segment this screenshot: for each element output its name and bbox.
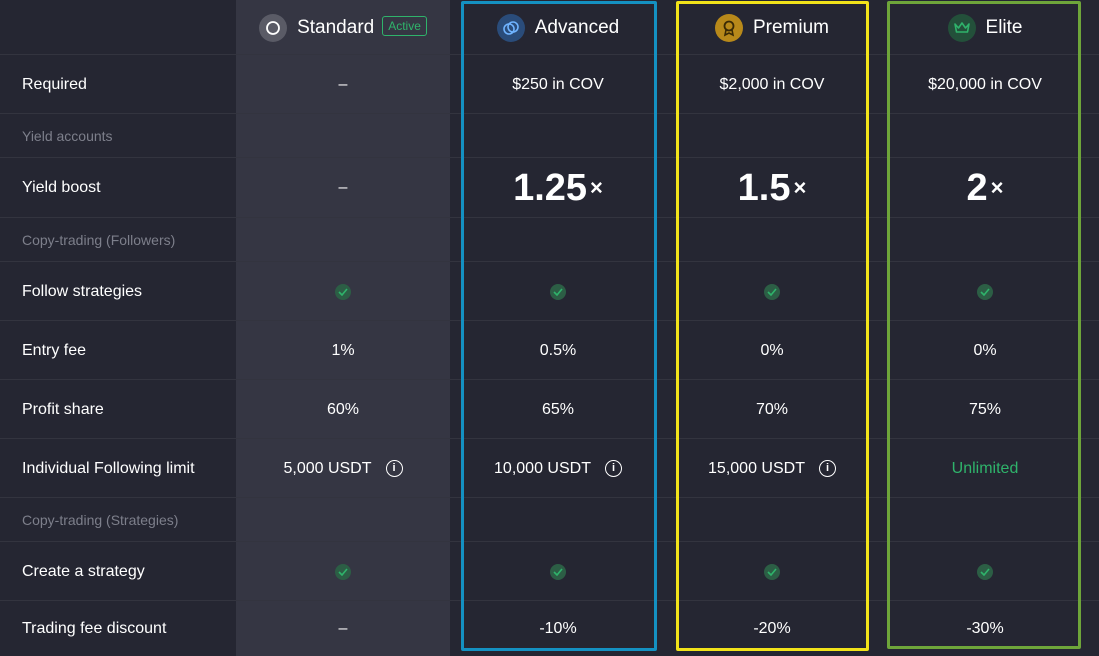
create-strategy-premium xyxy=(676,542,868,601)
row-following-limit: Individual Following limit 5,000 USDT i … xyxy=(0,439,1099,498)
info-icon[interactable]: i xyxy=(385,460,403,477)
required-premium: $2,000 in COV xyxy=(719,75,825,93)
medal-icon xyxy=(714,13,743,42)
required-advanced: $250 in COV xyxy=(512,75,604,93)
check-icon xyxy=(335,563,351,580)
info-icon[interactable]: i xyxy=(818,460,836,477)
entry-fee-elite: 0% xyxy=(973,341,997,359)
profit-share-standard: 60% xyxy=(326,400,360,418)
tier-name-advanced: Advanced xyxy=(534,16,620,38)
check-icon xyxy=(977,563,993,580)
create-strategy-advanced xyxy=(460,542,656,601)
follow-strategies-advanced xyxy=(460,262,656,321)
following-limit-standard: 5,000 USDT i xyxy=(236,439,450,498)
yield-boost-standard: – xyxy=(338,179,348,196)
row-yield-boost: Yield boost – 1.25 × 1.5 × 2 × xyxy=(0,158,1099,218)
row-follow-strategies: Follow strategies xyxy=(0,262,1099,321)
check-icon xyxy=(977,283,993,300)
trading-fee-discount-elite: -30% xyxy=(966,619,1004,637)
standard-column-background xyxy=(236,0,450,656)
row-trading-fee-discount: Trading fee discount – -10% -20% -30% xyxy=(0,601,1099,656)
follow-strategies-premium xyxy=(676,262,868,321)
circle-icon xyxy=(259,13,288,42)
profit-share-advanced: 65% xyxy=(541,400,575,418)
row-label-follow-strategies: Follow strategies xyxy=(22,282,143,300)
row-create-strategy: Create a strategy xyxy=(0,542,1099,601)
section-copy-trading-strategies: Copy-trading (Strategies) xyxy=(0,498,1099,542)
check-icon xyxy=(335,283,351,300)
row-label-entry-fee: Entry fee xyxy=(22,341,87,359)
create-strategy-elite xyxy=(887,542,1083,601)
section-label-followers: Copy-trading (Followers) xyxy=(22,232,176,248)
row-required: Required – $250 in COV $2,000 in COV $20… xyxy=(0,55,1099,114)
yield-boost-advanced: 1.25 × xyxy=(460,158,656,218)
linked-rings-icon xyxy=(496,13,525,42)
header-row: Standard Active Advanced Premium Elite xyxy=(0,0,1099,55)
following-limit-premium: 15,000 USDT i xyxy=(676,439,868,498)
yield-boost-premium: 1.5 × xyxy=(676,158,868,218)
row-label-trading-fee-discount: Trading fee discount xyxy=(22,619,167,637)
section-copy-trading-followers: Copy-trading (Followers) xyxy=(0,218,1099,262)
following-limit-advanced-value: 10,000 USDT xyxy=(494,459,591,477)
required-elite: $20,000 in COV xyxy=(928,75,1042,93)
following-limit-advanced: 10,000 USDT i xyxy=(460,439,656,498)
multiplier-suffix: × xyxy=(590,175,603,200)
row-label-following-limit: Individual Following limit xyxy=(22,459,195,477)
required-standard: – xyxy=(338,75,348,93)
multiplier-suffix: × xyxy=(990,175,1004,200)
yield-boost-elite: 2 × xyxy=(887,158,1083,218)
check-icon xyxy=(550,563,566,580)
row-label-profit-share: Profit share xyxy=(22,400,104,418)
crown-icon xyxy=(947,13,976,42)
yield-boost-advanced-value: 1.25 xyxy=(513,166,588,209)
trading-fee-discount-standard: – xyxy=(338,619,348,637)
row-label-required: Required xyxy=(22,75,87,93)
tier-name-premium: Premium xyxy=(752,16,829,38)
yield-boost-elite-value: 2 xyxy=(966,166,988,209)
check-icon xyxy=(764,283,780,300)
following-limit-premium-value: 15,000 USDT xyxy=(708,459,805,477)
profit-share-elite: 75% xyxy=(968,400,1002,418)
row-label-yield-boost: Yield boost xyxy=(22,179,101,196)
info-icon[interactable]: i xyxy=(604,460,622,477)
create-strategy-standard xyxy=(236,542,450,601)
tier-header-standard: Standard Active xyxy=(236,0,450,55)
active-badge: Active xyxy=(382,15,427,36)
trading-fee-discount-premium: -20% xyxy=(753,619,791,637)
check-icon xyxy=(764,563,780,580)
trading-fee-discount-advanced: -10% xyxy=(539,619,577,637)
section-label-yield: Yield accounts xyxy=(22,128,113,144)
entry-fee-premium: 0% xyxy=(760,341,784,359)
tier-header-advanced: Advanced xyxy=(460,0,656,55)
yield-boost-premium-value: 1.5 xyxy=(737,166,791,209)
tier-name-elite: Elite xyxy=(985,16,1023,38)
follow-strategies-elite xyxy=(887,262,1083,321)
follow-strategies-standard xyxy=(236,262,450,321)
profit-share-premium: 70% xyxy=(755,400,789,418)
tier-header-premium: Premium xyxy=(676,0,868,55)
section-yield-accounts: Yield accounts xyxy=(0,114,1099,158)
row-profit-share: Profit share 60% 65% 70% 75% xyxy=(0,380,1099,439)
entry-fee-standard: 1% xyxy=(331,341,355,359)
row-label-create-strategy: Create a strategy xyxy=(22,562,145,580)
tier-name-standard: Standard xyxy=(297,16,375,38)
section-label-strategies: Copy-trading (Strategies) xyxy=(22,512,179,528)
check-icon xyxy=(550,283,566,300)
row-entry-fee: Entry fee 1% 0.5% 0% 0% xyxy=(0,321,1099,380)
following-limit-elite: Unlimited xyxy=(951,459,1019,477)
multiplier-suffix: × xyxy=(793,175,807,200)
following-limit-standard-value: 5,000 USDT xyxy=(283,459,372,477)
tier-header-elite: Elite xyxy=(887,0,1083,55)
entry-fee-advanced: 0.5% xyxy=(539,341,577,359)
